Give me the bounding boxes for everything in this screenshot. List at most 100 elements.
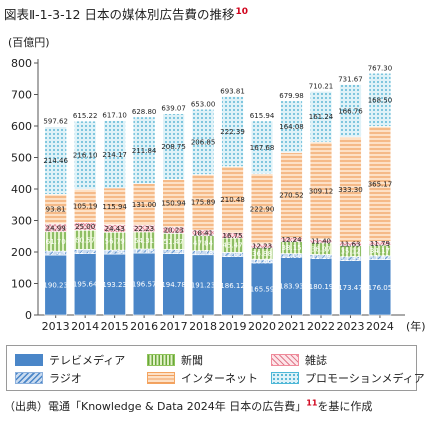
x-tick-label-2022: 2022 [307, 320, 335, 333]
data-label-promo-2016: 211.84 [132, 147, 157, 155]
y-tick-label: 300 [11, 215, 32, 228]
data-label-newspaper-2018: 47.84 [193, 240, 214, 248]
y-tick-label: 0 [25, 309, 32, 322]
data-label-internet-2024: 365.17 [368, 180, 393, 188]
data-label-newspaper-2015: 56.79 [105, 238, 125, 246]
total-label-2022: 710.21 [309, 82, 334, 90]
y-tick-label: 800 [11, 57, 32, 70]
title-footnote: 10 [235, 6, 249, 17]
x-tick-label-2024: 2024 [366, 320, 394, 333]
x-tick-label-2020: 2020 [248, 320, 276, 333]
data-label-radio-2021: 11.06 [281, 252, 302, 260]
bar-segment-promo-2017 [162, 113, 185, 180]
data-label-tv-2023: 173.47 [338, 284, 363, 292]
data-label-radio-2017: 12.90 [164, 248, 184, 256]
data-label-magazine-2023: 11.63 [340, 240, 360, 248]
chart-title-text: 図表Ⅱ-1-3-12 日本の媒体別広告費の推移 [4, 7, 235, 22]
data-label-radio-2020: 10.66 [252, 258, 273, 266]
x-tick-label-2017: 2017 [160, 320, 188, 333]
data-label-newspaper-2019: 45.47 [223, 242, 243, 250]
x-tick-label-2018: 2018 [189, 320, 217, 333]
legend-swatch-promo [271, 372, 299, 384]
data-label-magazine-2015: 24.43 [105, 225, 125, 233]
data-label-internet-2015: 115.94 [102, 203, 127, 211]
legend-item-internet: インターネット [147, 370, 258, 386]
data-label-magazine-2019: 16.75 [223, 232, 243, 240]
bar-segment-promo-2020 [250, 120, 274, 175]
total-label-2014: 615.22 [73, 112, 98, 120]
total-label-2017: 639.07 [161, 105, 186, 113]
legend-label-radio: ラジオ [49, 372, 82, 385]
legend-item-newspaper: 新聞 [147, 352, 203, 368]
data-label-promo-2013: 214.46 [43, 157, 68, 165]
legend-swatch-radio [15, 372, 43, 384]
bar-segment-promo-2024 [368, 73, 392, 127]
data-label-magazine-2017: 20.23 [164, 227, 184, 235]
bar-segment-promo-2021 [280, 100, 303, 153]
legend-swatch-newspaper [147, 354, 175, 366]
data-label-tv-2024: 176.05 [368, 284, 393, 292]
total-label-2018: 653.00 [191, 100, 216, 108]
data-label-magazine-2018: 18.41 [193, 229, 213, 237]
legend-label-tv: テレビメディア [49, 354, 126, 367]
data-label-internet-2023: 333.30 [338, 186, 363, 194]
data-label-promo-2017: 208.75 [161, 143, 186, 151]
data-label-newspaper-2014: 60.57 [75, 236, 95, 244]
total-label-2023: 731.67 [338, 76, 363, 84]
data-label-promo-2014: 216.10 [73, 152, 98, 160]
data-label-magazine-2016: 22.23 [134, 225, 154, 233]
total-label-2013: 597.62 [43, 118, 68, 126]
x-tick-label-2023: 2023 [336, 320, 364, 333]
data-labels: 190.23 12.43 61.70 24.99 93.81 214.46 597.62 19… [43, 64, 392, 293]
data-label-magazine-2013: 24.99 [46, 224, 66, 232]
data-label-radio-2022: 11.29 [311, 253, 331, 261]
data-label-radio-2018: 12.78 [193, 249, 213, 257]
y-tick-label: 100 [11, 278, 32, 291]
data-label-magazine-2022: 11.40 [311, 238, 331, 246]
data-label-promo-2019: 222.39 [220, 128, 245, 136]
bar-segment-promo-2014 [73, 120, 97, 190]
legend-item-promo: プロモーションメディア [271, 370, 425, 386]
data-label-newspaper-2016: 54.31 [134, 237, 154, 245]
data-label-radio-2014: 12.72 [75, 248, 95, 256]
source-note: （出典）電通「Knowledge & Data 2024年 日本の広告費」11を… [4, 398, 372, 414]
bar-segment-promo-2019 [221, 96, 244, 167]
data-label-newspaper-2017: 51.47 [164, 238, 184, 246]
data-label-tv-2016: 196.57 [132, 281, 157, 289]
x-tick-label-2021: 2021 [278, 320, 306, 333]
y-axis-unit-label: (百億円) [8, 36, 50, 49]
total-label-2021: 679.98 [279, 92, 304, 100]
total-label-2020: 615.94 [250, 112, 275, 120]
data-label-radio-2016: 12.85 [134, 248, 154, 256]
source-text: （出典）電通「Knowledge & Data 2024年 日本の広告費」 [4, 400, 307, 413]
bar-segment-promo-2023 [339, 84, 362, 138]
data-label-tv-2019: 186.12 [220, 282, 245, 290]
chart-title: 図表Ⅱ-1-3-12 日本の媒体別広告費の推移10 [4, 4, 248, 23]
data-label-tv-2014: 195.64 [73, 281, 98, 289]
legend-item-tv: テレビメディア [15, 352, 125, 368]
data-label-newspaper-2020: 36.88 [252, 250, 272, 258]
y-tick-label: 200 [11, 246, 32, 259]
data-label-internet-2018: 175.89 [191, 199, 216, 207]
data-label-radio-2024: 11.62 [370, 254, 390, 262]
y-tick-label: 700 [11, 89, 32, 102]
bar-segment-promo-2016 [132, 116, 156, 184]
data-label-internet-2014: 105.19 [73, 202, 98, 210]
data-label-radio-2015: 12.54 [105, 249, 126, 257]
legend-item-magazine: 雑誌 [271, 352, 327, 368]
x-tick-label-2016: 2016 [130, 320, 158, 333]
bar-segment-promo-2018 [191, 109, 215, 175]
data-label-newspaper-2024: 34.17 [370, 247, 390, 255]
data-label-newspaper-2013: 61.70 [46, 238, 66, 246]
data-label-internet-2013: 93.81 [46, 206, 66, 214]
data-label-tv-2022: 180.19 [309, 283, 334, 291]
data-label-radio-2013: 12.43 [46, 250, 66, 258]
bar-segment-promo-2015 [103, 120, 126, 189]
total-label-2016: 628.80 [132, 108, 157, 116]
data-label-promo-2018: 206.85 [191, 138, 216, 146]
x-tick-label-2013: 2013 [42, 320, 70, 333]
data-label-tv-2020: 165.59 [250, 285, 275, 293]
data-label-newspaper-2022: 36.97 [311, 245, 331, 253]
